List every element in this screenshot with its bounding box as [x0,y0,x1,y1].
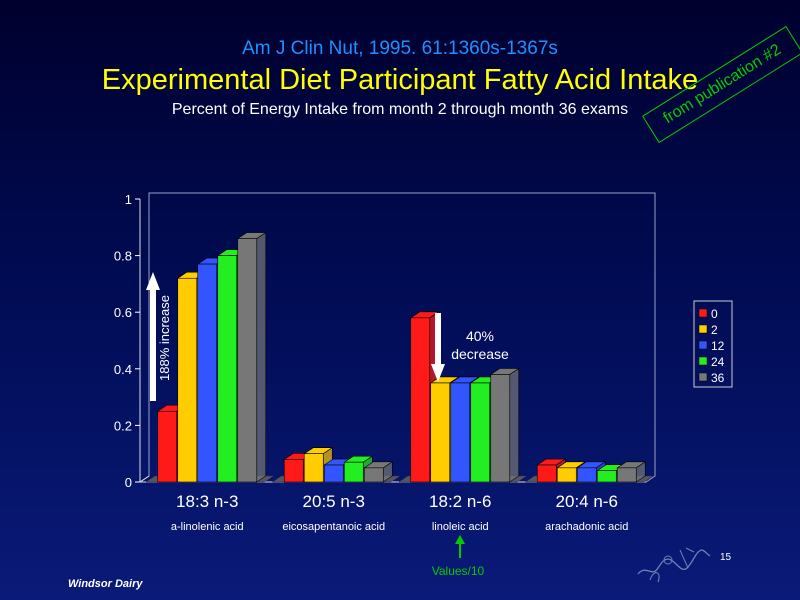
legend-label: 12 [711,339,725,353]
page-title: Experimental Diet Participant Fatty Acid… [101,64,699,96]
bar-side [509,367,520,483]
bar [490,374,511,483]
values-note-arrow-head [455,535,465,544]
signature-logo-icon [637,547,711,583]
bar [450,382,471,483]
legend-swatch [698,356,708,366]
x-tick-label: 18:3 n-3 [176,492,238,511]
x-tick-label: 18:2 n-6 [429,492,491,511]
bar [536,464,557,483]
y-tick-label: 1 [125,192,132,207]
bar [430,382,451,483]
legend-label: 24 [711,355,725,369]
legend-label: 0 [711,307,718,321]
bar [576,467,597,483]
citation: Am J Clin Nut, 1995. 61:1360s-1367s [242,38,558,59]
bar-side [256,232,267,483]
x-tick-label: 20:4 n-6 [556,492,618,511]
bar [596,470,617,483]
up-arrow-head [146,272,160,290]
bar [470,382,491,483]
subtitle: Percent of Energy Intake from month 2 th… [171,101,629,118]
footer-label: Windsor Dairy [68,578,143,590]
bar [303,453,324,483]
y-tick-label: 0.8 [114,249,132,264]
increase-annotation: 188% increase [157,295,172,381]
bar [197,263,218,483]
y-tick-label: 0 [125,475,132,490]
y-tick-label: 0.4 [114,362,132,377]
down-arrow-shaft [435,313,441,365]
bar [323,464,344,483]
bar [217,255,238,483]
bar [237,238,258,483]
values-note: Values/10 [432,564,485,578]
legend-swatch [698,308,708,318]
legend-swatch [698,340,708,350]
decrease-pct-annotation: 40% [466,328,494,344]
y-tick-label: 0.2 [114,418,132,433]
bar [363,467,384,483]
legend-label: 36 [711,371,725,385]
x-tick-label: 20:5 n-3 [303,492,365,511]
bar [283,459,304,483]
legend-swatch [698,372,708,382]
decrease-word-annotation: decrease [451,346,509,362]
legend-swatch [698,324,708,334]
legend-label: 2 [711,323,718,337]
x-sublabel: eicosapentanoic acid [282,521,385,533]
x-sublabel: a-linolenic acid [171,521,244,533]
bar [157,410,178,483]
x-sublabel: linoleic acid [432,521,489,533]
bar [410,317,431,483]
bar [616,467,637,483]
axis-corner [139,475,150,483]
down-arrow-head [431,364,445,382]
bar [556,467,577,483]
bar [343,461,364,483]
legend-box [693,300,733,388]
y-tick-label: 0.6 [114,305,132,320]
up-arrow-shaft [150,289,156,401]
page-number: 15 [720,552,732,563]
bar [177,277,198,483]
x-sublabel: arachadonic acid [545,521,628,533]
